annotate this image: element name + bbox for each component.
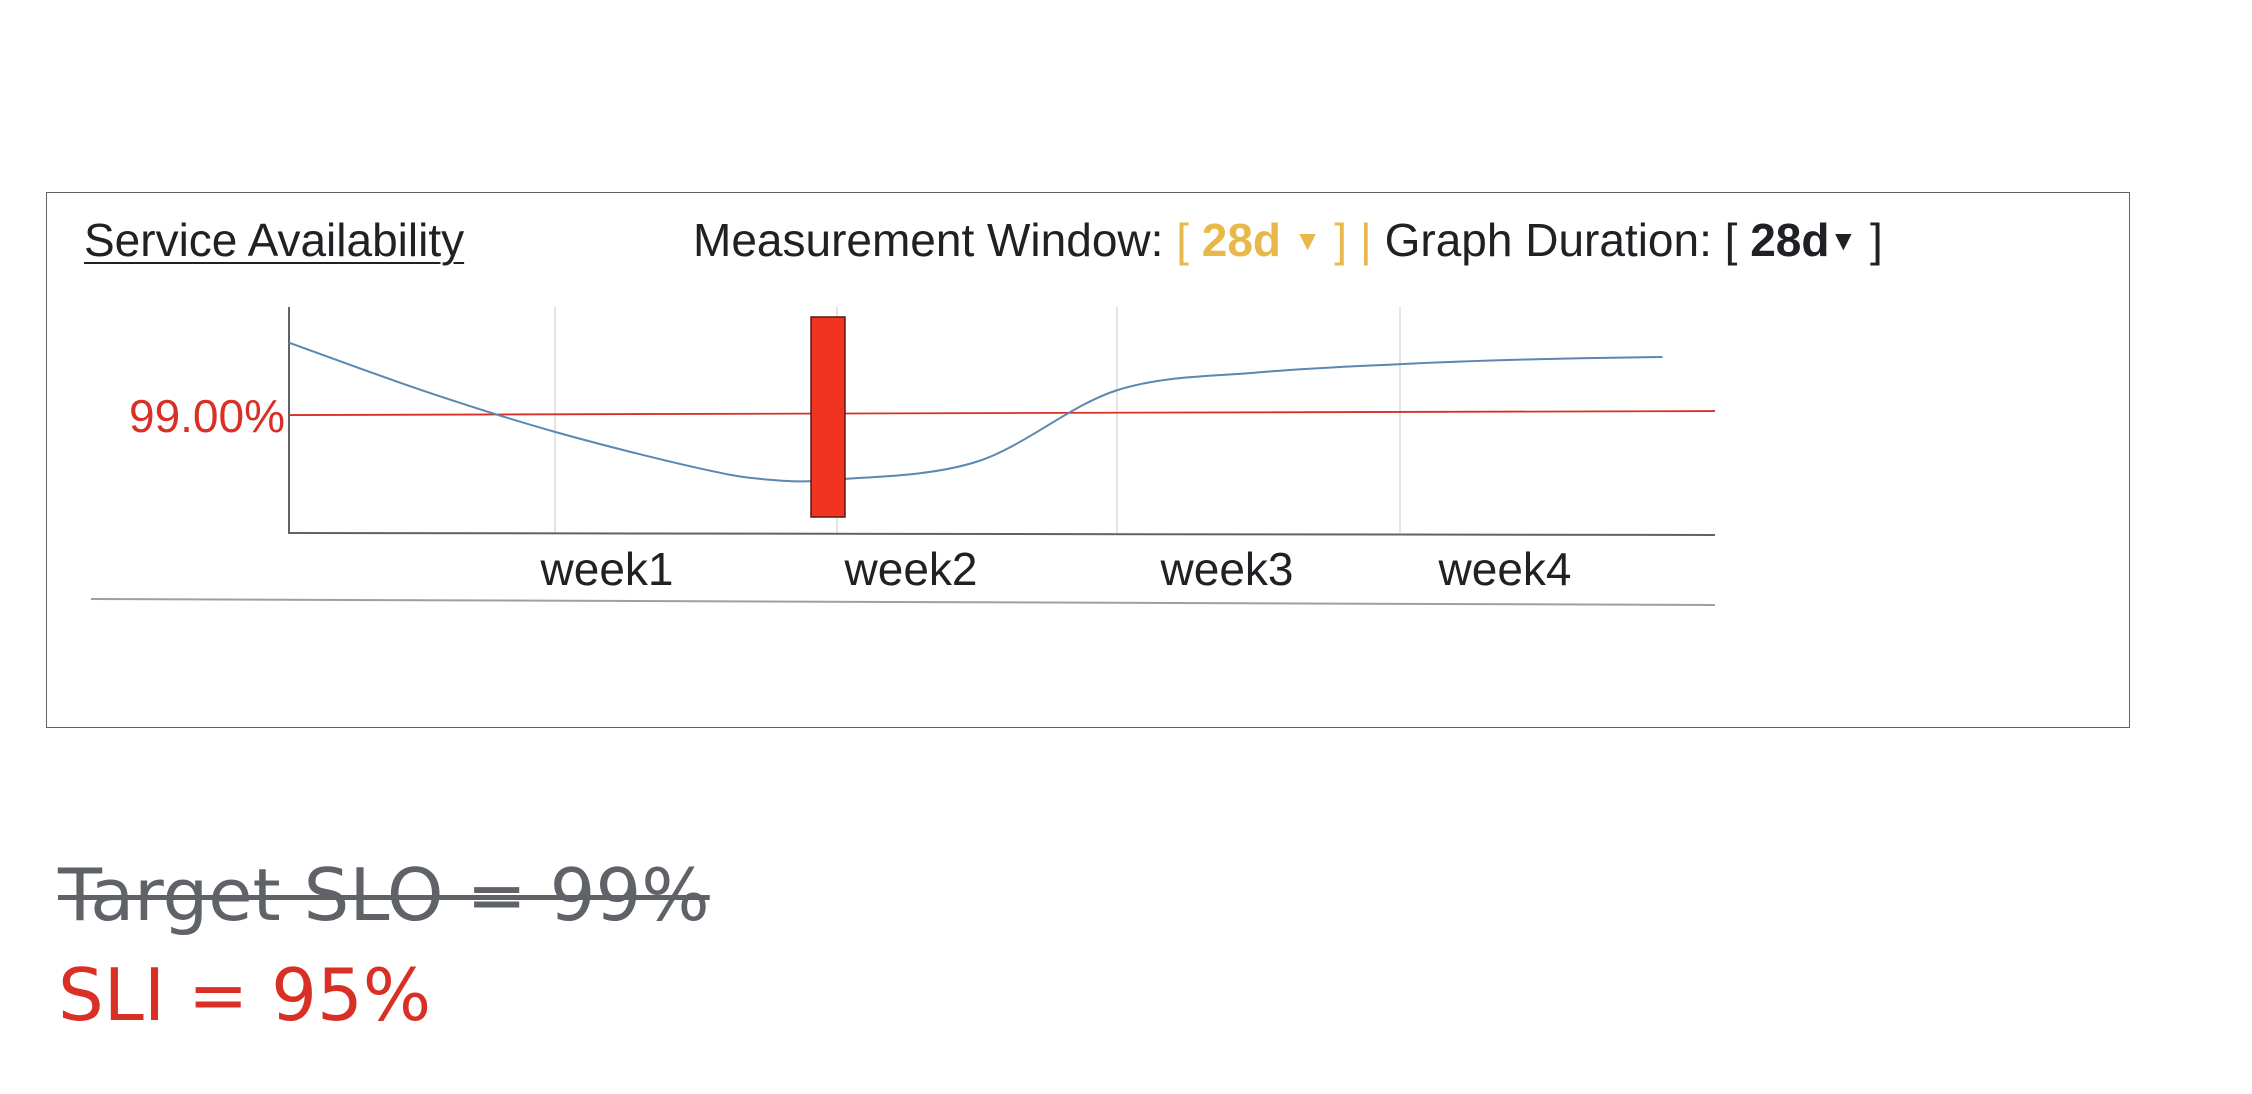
- graph-duration-label: Graph Duration: [: [1384, 214, 1738, 266]
- threshold-label: 99.00%: [129, 390, 285, 442]
- measurement-window-label: Measurement Window:: [693, 214, 1164, 266]
- sli-text: SLI = 95%: [58, 953, 432, 1037]
- service-availability-panel: Service Availability Measurement Window:…: [46, 192, 2130, 728]
- availability-chart: 99.00% week1 week2 week3 week4: [90, 307, 1716, 606]
- x-tick-label-week3: week3: [1160, 543, 1294, 595]
- x-tick-label-week4: week4: [1438, 543, 1572, 595]
- availability-series-line-0: [288, 341, 1663, 483]
- measurement-window-select[interactable]: [ 28d ▼ ] |: [1176, 214, 1372, 266]
- chart-separator: [90, 598, 1716, 606]
- x-tick-label-week2: week2: [844, 543, 978, 595]
- target-threshold-line: [288, 410, 1716, 416]
- measurement-dropdown-icon: ▼: [1293, 225, 1322, 256]
- target-slo-text: Target SLO = 99%: [58, 853, 710, 937]
- incident-highlight-bar: [810, 316, 846, 518]
- measurement-window-value: 28d: [1201, 214, 1282, 266]
- graph-duration-select[interactable]: 28d▼: [1750, 214, 1857, 266]
- graph-duration-value: 28d: [1750, 214, 1830, 266]
- slo-summary: Target SLO = 99% SLI = 95%: [58, 850, 710, 1050]
- x-axis: [288, 532, 1716, 536]
- window-controls: Measurement Window: [ 28d ▼ ] | Graph Du…: [693, 213, 1883, 267]
- measurement-close-bracket: ] |: [1334, 214, 1372, 266]
- x-tick-label-week1: week1: [540, 543, 674, 595]
- measurement-open-bracket: [: [1176, 214, 1189, 266]
- graph-duration-close-bracket: ]: [1869, 214, 1883, 266]
- graph-duration-dropdown-icon: ▼: [1829, 225, 1858, 256]
- panel-title: Service Availability: [84, 214, 465, 266]
